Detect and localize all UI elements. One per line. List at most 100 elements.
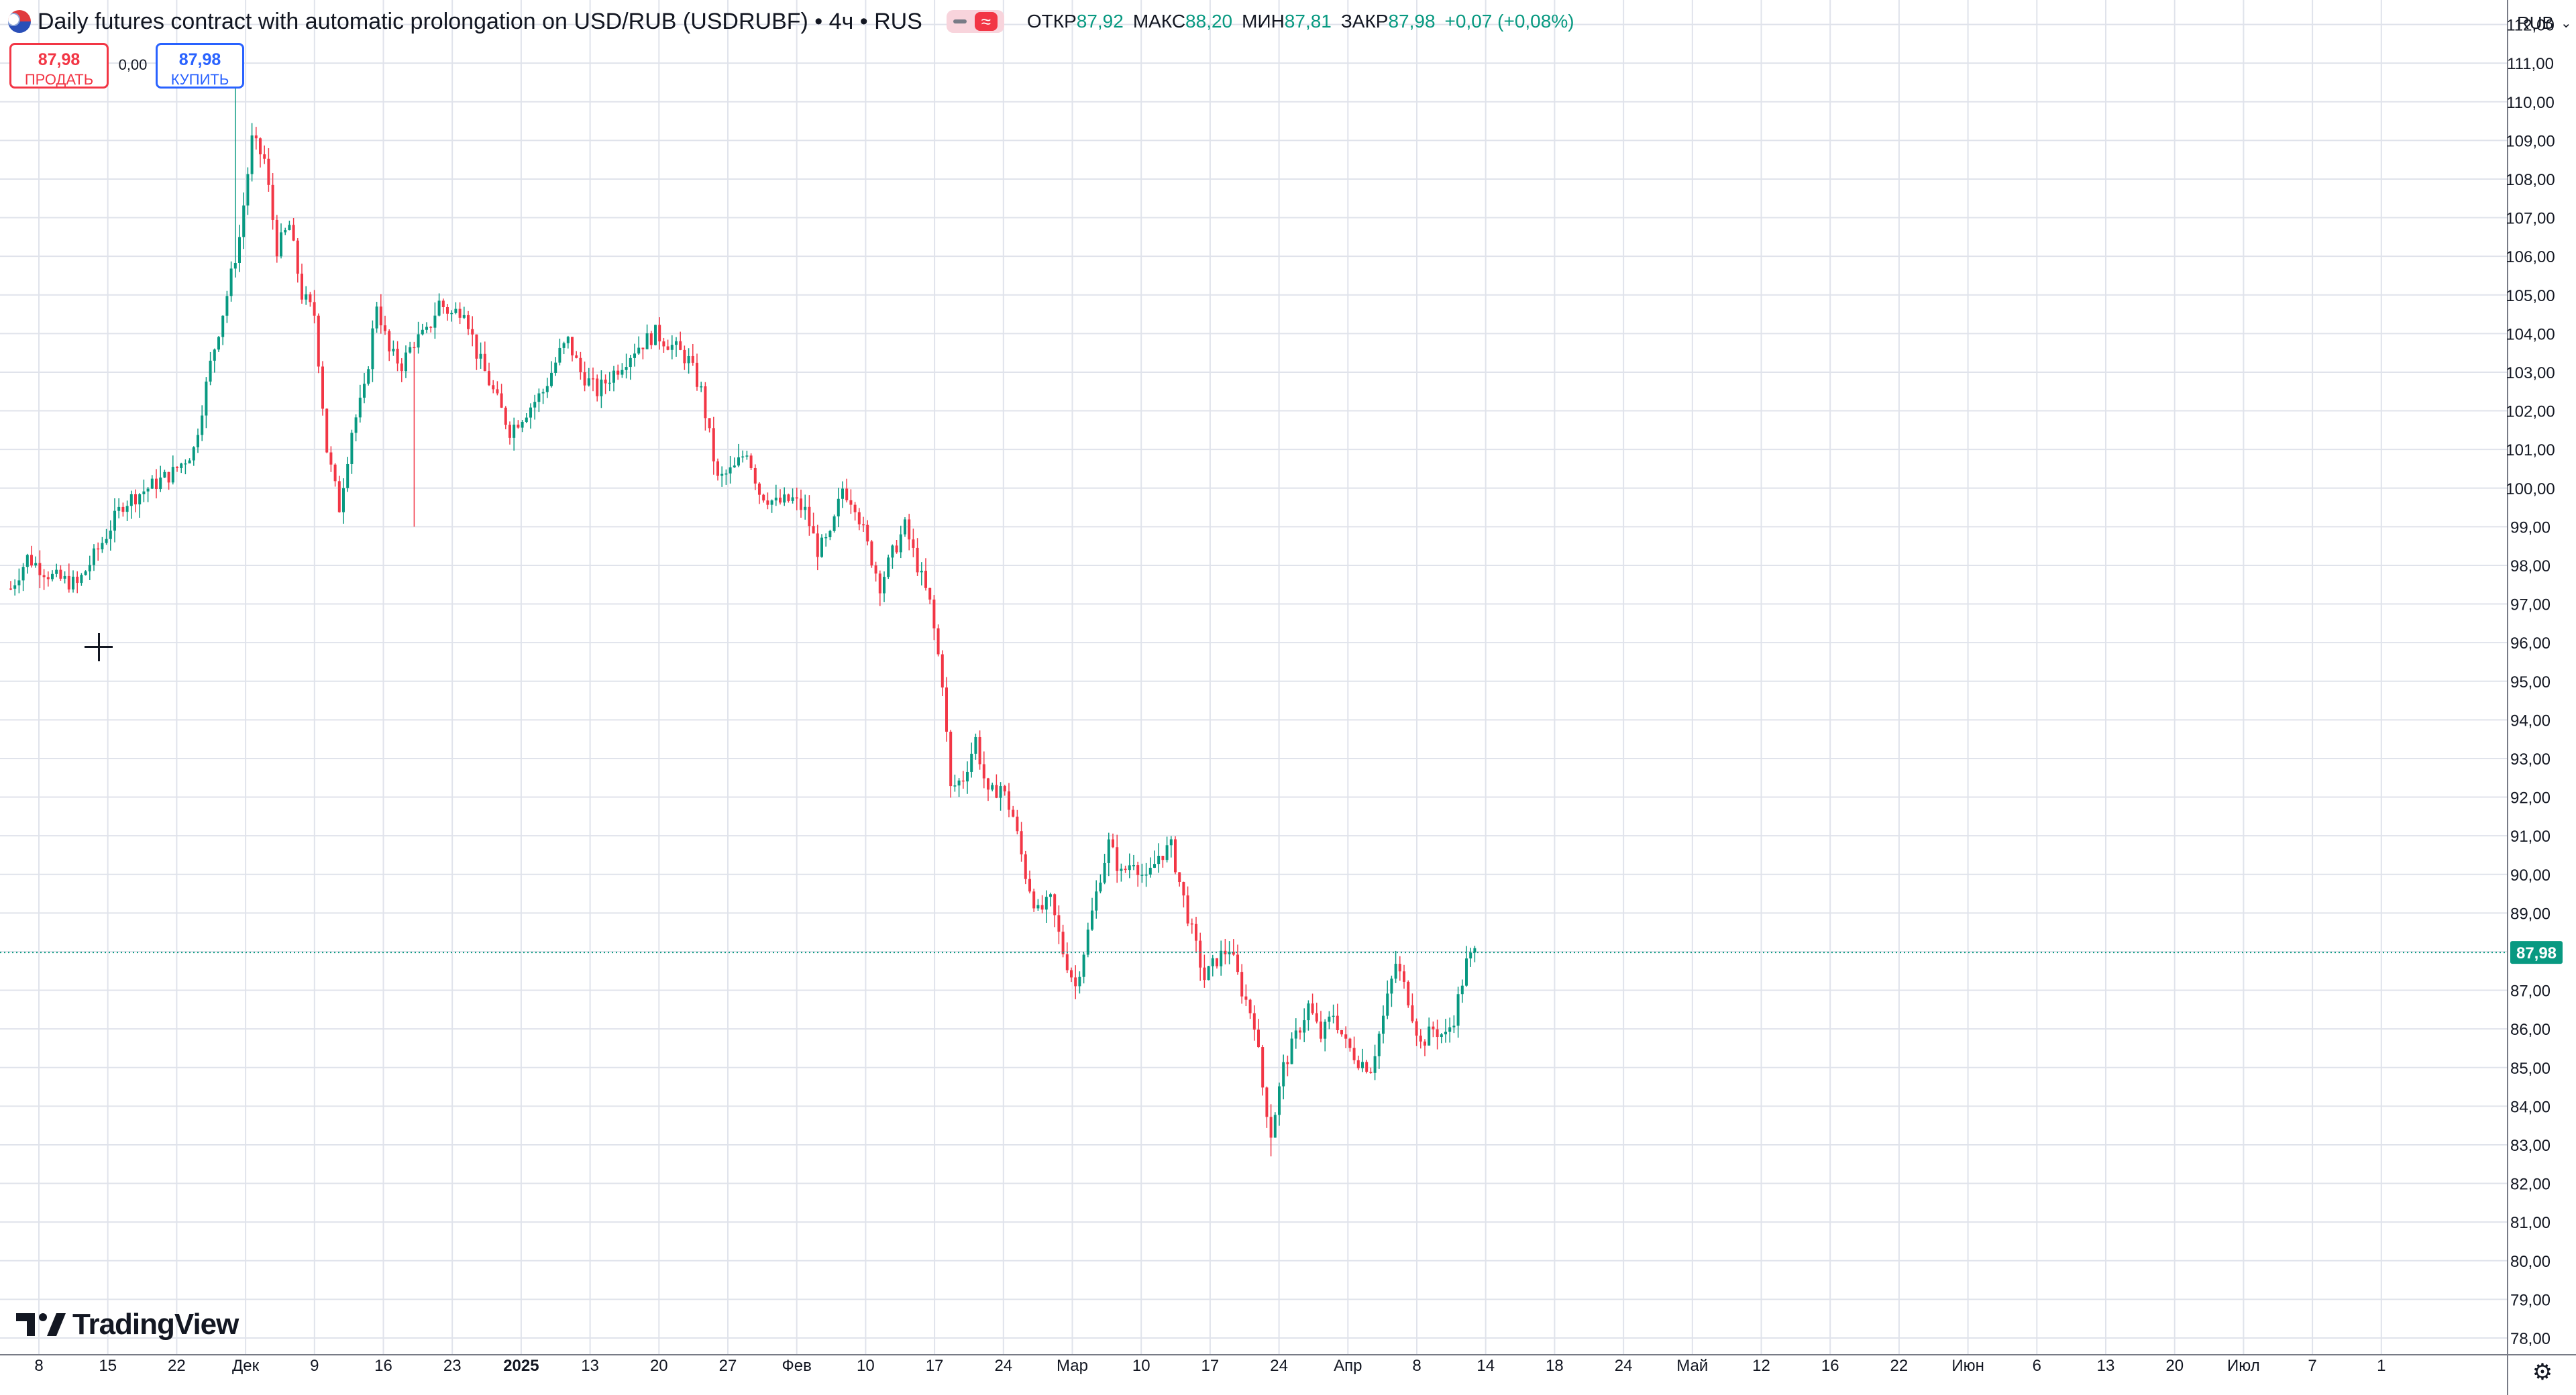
price-tick-label: 106,00: [2506, 248, 2555, 266]
usd-rub-flag-icon: [8, 10, 31, 33]
candle-body: [974, 736, 977, 754]
candle-body: [1186, 895, 1189, 924]
candle-body: [517, 425, 520, 428]
indicator-toggle[interactable]: ≈: [946, 10, 1004, 33]
candle-body: [932, 599, 936, 628]
candle-body: [604, 380, 607, 384]
time-axis-labels[interactable]: 8 15 22 Дек 9 16 23 2025 13 20 27 Фев 10 17 24 Мар 10 17 2…: [34, 1357, 2385, 1375]
candle-body: [853, 504, 857, 512]
currency-selector[interactable]: RUB ⌄: [2517, 8, 2572, 38]
sell-button[interactable]: 87,98 ПРОДАТЬ: [9, 43, 109, 89]
candle-body: [450, 313, 453, 315]
collapse-icon[interactable]: [953, 19, 967, 23]
candle-body: [745, 455, 749, 457]
time-tick-label: 20: [2165, 1357, 2184, 1375]
candle-body: [787, 494, 790, 501]
candle-body: [229, 268, 233, 296]
candle-body: [1448, 1027, 1452, 1032]
candle-body: [205, 381, 208, 416]
candle-body: [575, 355, 578, 358]
ohlc-values: ОТКР87,92 МАКС88,20 МИН87,81 ЗАКР87,98 +…: [1027, 11, 1574, 32]
candle-body: [367, 369, 370, 384]
candle-body: [1128, 865, 1131, 871]
buy-button[interactable]: 87,98 КУПИТЬ: [156, 43, 244, 89]
price-tick-label: 96,00: [2510, 634, 2551, 653]
symbol-title[interactable]: Daily futures contract with automatic pr…: [38, 8, 922, 34]
candle-body: [716, 461, 719, 476]
time-tick-label: 7: [2308, 1357, 2316, 1375]
candle-body: [999, 786, 1002, 798]
price-tick-label: 95,00: [2510, 673, 2551, 691]
last-price-badge: 87,98: [2510, 941, 2563, 964]
candle-body: [454, 309, 458, 313]
candle-body: [125, 506, 129, 512]
candle-body: [342, 488, 345, 512]
candle-body: [982, 764, 985, 779]
candle-body: [413, 347, 416, 349]
settings-icon[interactable]: ⚙: [2532, 1359, 2553, 1385]
candle-body: [1411, 1005, 1414, 1021]
candle-body: [753, 467, 757, 484]
candle-body: [1107, 839, 1110, 863]
candle-body: [800, 498, 802, 510]
candle-body: [670, 345, 674, 350]
time-tick-label: 12: [1752, 1357, 1770, 1375]
candle-body: [891, 545, 894, 558]
candle-body: [1257, 1029, 1260, 1048]
candle-body: [1469, 952, 1472, 959]
candle-body: [1286, 1062, 1289, 1064]
candle-body: [138, 494, 142, 505]
candle-body: [275, 219, 278, 257]
candle-body: [55, 569, 58, 574]
candle-body: [1252, 1013, 1256, 1030]
candle-body: [109, 531, 112, 539]
candle-body: [358, 397, 362, 418]
candle-body: [1086, 930, 1089, 955]
candle-body: [1070, 970, 1073, 978]
candle-body: [1211, 958, 1214, 966]
candle-body: [9, 588, 12, 590]
candle-body: [1132, 865, 1135, 867]
candle-body: [384, 325, 386, 331]
time-tick-label: Июн: [1951, 1357, 1984, 1375]
candle-body: [496, 389, 499, 394]
time-tick-label: 13: [581, 1357, 599, 1375]
candle-body: [662, 341, 665, 347]
candle-body: [583, 372, 586, 386]
candle-body: [729, 467, 732, 474]
candle-body: [953, 785, 957, 787]
candle-body: [93, 548, 95, 565]
last-price-label: 87,98: [2516, 944, 2557, 962]
time-tick-label: 1: [2377, 1357, 2385, 1375]
candle-body: [1269, 1117, 1273, 1138]
tradingview-logo[interactable]: TradingView: [15, 1308, 239, 1341]
approx-icon[interactable]: ≈: [974, 12, 998, 31]
candle-body: [67, 575, 70, 590]
candle-body: [1124, 869, 1127, 871]
candle-body: [184, 463, 187, 465]
candle-body: [325, 408, 329, 453]
candle-body: [862, 524, 865, 526]
candle-body: [596, 378, 599, 396]
candle-body: [641, 347, 645, 349]
candle-body: [1008, 791, 1010, 810]
candle-body: [371, 328, 374, 370]
time-tick-label: 13: [2097, 1357, 2115, 1375]
time-tick-label: 22: [168, 1357, 186, 1375]
time-tick-label: 6: [2033, 1357, 2041, 1375]
candle-body: [238, 237, 241, 264]
candle-body: [225, 296, 229, 316]
candle-body: [1340, 1029, 1343, 1035]
candle-body: [1053, 894, 1057, 915]
candle-body: [105, 539, 108, 543]
candle-body: [961, 780, 965, 782]
candle-body: [824, 537, 828, 539]
candle-body: [766, 500, 769, 505]
candle-body: [313, 302, 316, 316]
price-axis-labels[interactable]: 78,00 79,00 80,00 81,00 82,00 83,00 84,00 85,00…: [2506, 17, 2555, 1348]
time-tick-label: 10: [1132, 1357, 1150, 1375]
price-tick-label: 107,00: [2506, 210, 2555, 228]
tradingview-wordmark: TradingView: [72, 1308, 239, 1341]
candle-body: [774, 497, 777, 501]
